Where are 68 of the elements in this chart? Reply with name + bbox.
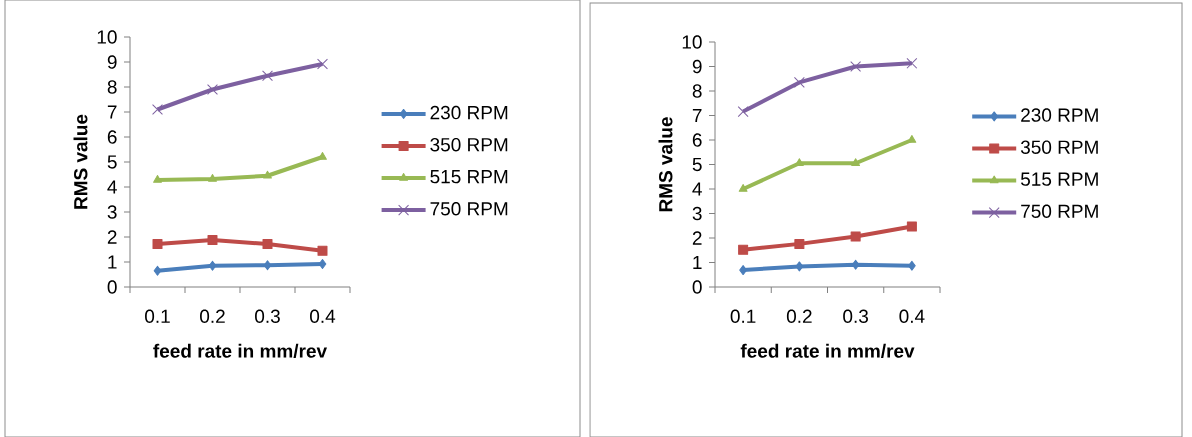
- y-axis-title: RMS value: [73, 114, 88, 209]
- y-axis-title: RMS value: [658, 117, 673, 212]
- point: [152, 239, 163, 249]
- x-tick-label: 0.3: [843, 309, 868, 323]
- y-tick-label: 6: [692, 133, 702, 147]
- y-tick-label: 7: [107, 105, 117, 119]
- x-tick-label: 0.2: [200, 309, 225, 323]
- y-tick-label: 1: [693, 255, 702, 270]
- x-axis-title: feed rate in mm/rev: [740, 343, 915, 358]
- legend-label: 515 RPM: [1020, 172, 1098, 186]
- y-tick-label: 9: [692, 59, 702, 74]
- point: [153, 265, 162, 276]
- point: [153, 175, 162, 183]
- legend-label: 230 RPM: [1021, 108, 1098, 122]
- point: [739, 265, 748, 276]
- point: [851, 158, 861, 167]
- point: [738, 244, 749, 255]
- x-tick-label: 0.1: [730, 309, 756, 323]
- y-tick-label: 1: [108, 255, 117, 269]
- y-tick-label: 0: [692, 280, 702, 294]
- x-tick-label: 0.4: [899, 309, 925, 323]
- x-axis-title: feed rate in mm/rev: [153, 343, 327, 358]
- x-tick-label: 0.4: [310, 309, 336, 323]
- point: [906, 221, 917, 232]
- legend-label: 230 RPM: [430, 105, 508, 120]
- point: [152, 104, 163, 115]
- point: [317, 245, 328, 256]
- y-tick-label: 2: [107, 230, 117, 244]
- point: [207, 84, 218, 95]
- point: [850, 231, 861, 242]
- y-tick-label: 4: [692, 182, 702, 196]
- point: [794, 238, 805, 249]
- y-tick-label: 7: [692, 108, 702, 123]
- y-tick-label: 10: [97, 30, 117, 44]
- y-tick-label: 2: [692, 231, 702, 245]
- y-tick-label: 5: [107, 155, 117, 169]
- legend-label: 350 RPM: [1020, 140, 1098, 154]
- point: [263, 170, 272, 179]
- point: [317, 58, 328, 70]
- y-tick-label: 3: [107, 205, 117, 219]
- point: [207, 235, 218, 245]
- point: [795, 261, 804, 272]
- point: [262, 239, 273, 249]
- x-tick-label: 0.3: [255, 309, 280, 323]
- legend-label: 750 RPM: [430, 202, 508, 216]
- point: [793, 76, 805, 88]
- point: [850, 61, 862, 72]
- y-tick-label: 5: [692, 157, 702, 172]
- x-tick-label: 0.2: [786, 309, 812, 323]
- legend-label: 750 RPM: [1021, 204, 1098, 218]
- point: [737, 106, 749, 118]
- y-tick-label: 3: [692, 206, 702, 221]
- point: [262, 70, 273, 82]
- y-tick-label: 9: [107, 55, 117, 69]
- y-tick-label: 0: [107, 280, 117, 294]
- point: [908, 260, 916, 271]
- legend-label: 350 RPM: [430, 137, 508, 152]
- point: [208, 174, 217, 182]
- y-tick-label: 8: [692, 84, 702, 98]
- legend-label: 515 RPM: [430, 170, 508, 184]
- y-tick-label: 6: [107, 130, 117, 144]
- point: [263, 260, 272, 271]
- y-tick-label: 10: [682, 35, 702, 49]
- point: [906, 57, 918, 69]
- y-tick-label: 8: [107, 80, 117, 94]
- x-tick-label: 0.1: [145, 309, 170, 323]
- point: [738, 184, 748, 192]
- y-tick-label: 4: [107, 180, 117, 194]
